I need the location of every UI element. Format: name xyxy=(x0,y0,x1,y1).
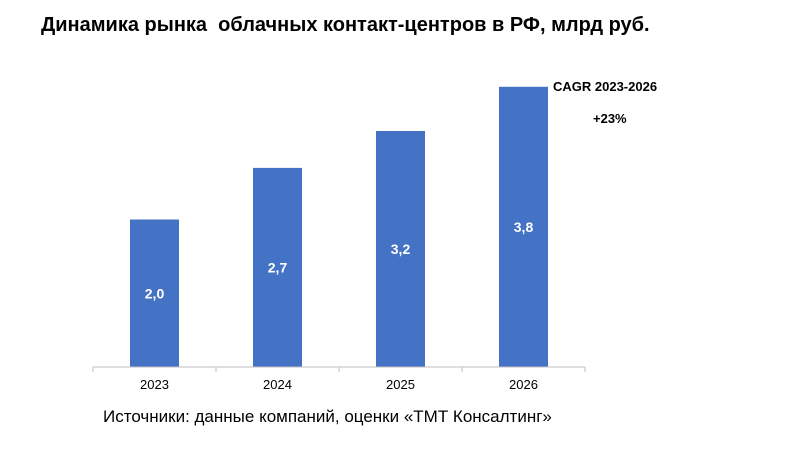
x-tick-label-2023: 2023 xyxy=(140,377,169,392)
bar-2025 xyxy=(376,131,425,367)
chart-title: Динамика рынка облачных контакт-центров … xyxy=(41,14,650,36)
data-label-2025: 3,2 xyxy=(391,241,411,257)
x-tick-label-2024: 2024 xyxy=(263,377,292,392)
x-tick-label-2025: 2025 xyxy=(386,377,415,392)
data-label-2026: 3,8 xyxy=(514,219,534,235)
bar-2024 xyxy=(253,167,302,367)
x-tick-label-2026: 2026 xyxy=(509,377,538,392)
source-note: Источники: данные компаний, оценки «ТМТ … xyxy=(103,407,552,426)
cagr-label: CAGR 2023-2026 xyxy=(553,79,658,94)
bar-2023 xyxy=(130,219,179,367)
data-label-2023: 2,0 xyxy=(145,285,165,301)
bar-2026 xyxy=(499,86,548,368)
cagr-value: +23% xyxy=(593,111,627,126)
data-label-2024: 2,7 xyxy=(268,259,288,275)
